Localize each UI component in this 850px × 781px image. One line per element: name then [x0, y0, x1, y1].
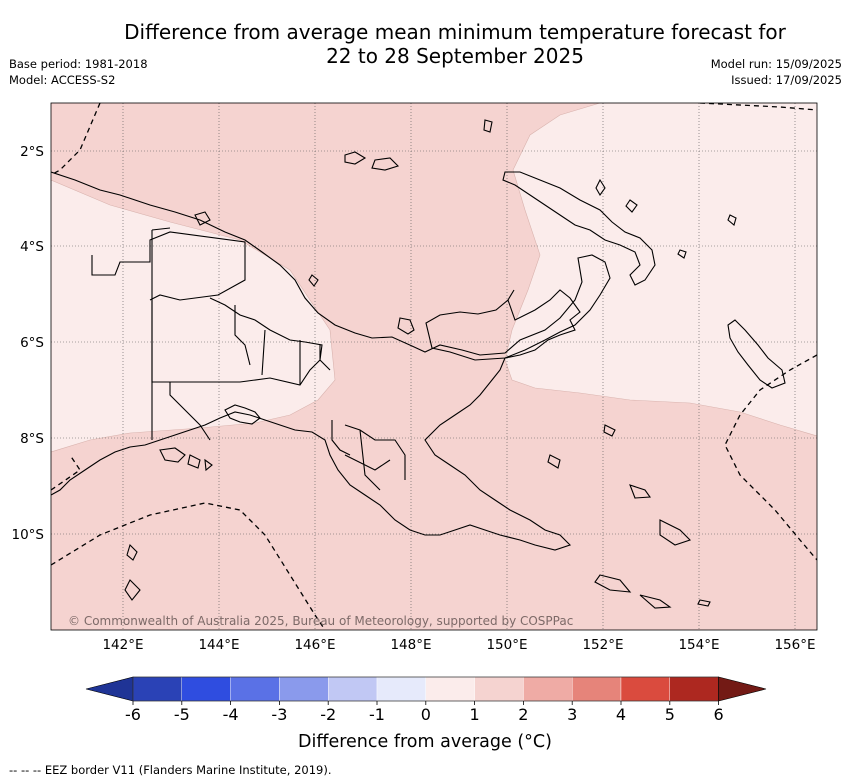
eez-borders — [51, 103, 817, 630]
meta-right: Model run: 15/09/2025 Issued: 17/09/2025 — [711, 56, 842, 88]
colorbar-tick-label: -6 — [125, 705, 141, 724]
colorbar-tick-label: 4 — [616, 705, 626, 724]
lon-label-142e: 142°E — [102, 637, 143, 653]
colorbar-label: Difference from average (°C) — [298, 732, 552, 752]
lon-label-154e: 154°E — [678, 637, 719, 653]
map-area: © Commonwealth of Australia 2025, Bureau… — [51, 103, 817, 630]
colorbar-tick-label: 6 — [714, 705, 724, 724]
anomaly-band-0-1-east — [504, 103, 817, 437]
lat-label-10s: 10°S — [12, 527, 45, 543]
new-guinea-coast — [51, 171, 611, 551]
fly-river-delta — [224, 404, 261, 425]
colorbar-segment — [230, 676, 280, 702]
colorbar-tick-label: -3 — [271, 705, 287, 724]
colorbar-tick-label: 5 — [665, 705, 675, 724]
colorbar-tick-label: 1 — [470, 705, 480, 724]
model-text: Model: ACCESS-S2 — [9, 73, 116, 87]
lat-label-8s: 8°S — [20, 431, 44, 447]
map-frame — [50, 102, 818, 631]
islands — [194, 119, 737, 609]
colorbar-segment — [328, 676, 378, 702]
new-britain-coast — [502, 171, 656, 286]
colorbar-tick-label: 2 — [518, 705, 528, 724]
colorbar-tick-label: 0 — [421, 705, 431, 724]
province-borders — [91, 231, 406, 491]
colorbar-segment — [669, 676, 719, 702]
issued-text: Issued: 17/09/2025 — [731, 73, 842, 87]
colorbar-segment — [523, 676, 573, 702]
colorbar-tick-label: 3 — [567, 705, 577, 724]
colorbar-extend-low — [85, 676, 134, 702]
colorbar-segment — [279, 676, 329, 702]
lon-label-144e: 144°E — [198, 637, 239, 653]
lon-label-148e: 148°E — [390, 637, 431, 653]
colorbar-tick-label: -1 — [369, 705, 385, 724]
colorbar-segment — [474, 676, 524, 702]
colorbar-segment — [132, 676, 182, 702]
colorbar-tick-label: -2 — [320, 705, 336, 724]
map-title: Difference from average mean minimum tem… — [60, 20, 850, 68]
lon-label-156e: 156°E — [774, 637, 815, 653]
meta-left: Base period: 1981-2018 Model: ACCESS-S2 — [9, 56, 148, 88]
colorbar-segment — [572, 676, 622, 702]
colorbar-segment — [181, 676, 231, 702]
copyright-text: © Commonwealth of Australia 2025, Bureau… — [68, 614, 573, 628]
title-line-2: 22 to 28 September 2025 — [326, 44, 584, 68]
eez-footnote: -- -- -- EEZ border V11 (Flanders Marine… — [9, 763, 332, 777]
title-line-1: Difference from average mean minimum tem… — [124, 20, 786, 44]
coastlines — [51, 119, 786, 609]
colorbar-segment — [425, 676, 475, 702]
anomaly-band-0-1-west — [51, 179, 336, 453]
lat-label-6s: 6°S — [20, 335, 44, 351]
lon-label-152e: 152°E — [582, 637, 623, 653]
lat-label-2s: 2°S — [20, 144, 44, 160]
bougainville-coast — [727, 319, 786, 389]
colorbar: -6 -5 -4 -3 -2 -1 0 1 2 3 4 5 6 — [85, 676, 767, 724]
lon-label-146e: 146°E — [294, 637, 335, 653]
colorbar-extend-high — [718, 676, 767, 702]
model-run-text: Model run: 15/09/2025 — [710, 57, 842, 71]
lon-label-150e: 150°E — [486, 637, 527, 653]
torres-strait-islands — [124, 447, 213, 601]
colorbar-tick-label: -4 — [223, 705, 239, 724]
colorbar-tick-label: -5 — [174, 705, 190, 724]
colorbar-segment — [376, 676, 426, 702]
base-period-text: Base period: 1981-2018 — [9, 57, 148, 71]
lat-label-4s: 4°S — [20, 239, 44, 255]
colorbar-segment — [620, 676, 670, 702]
